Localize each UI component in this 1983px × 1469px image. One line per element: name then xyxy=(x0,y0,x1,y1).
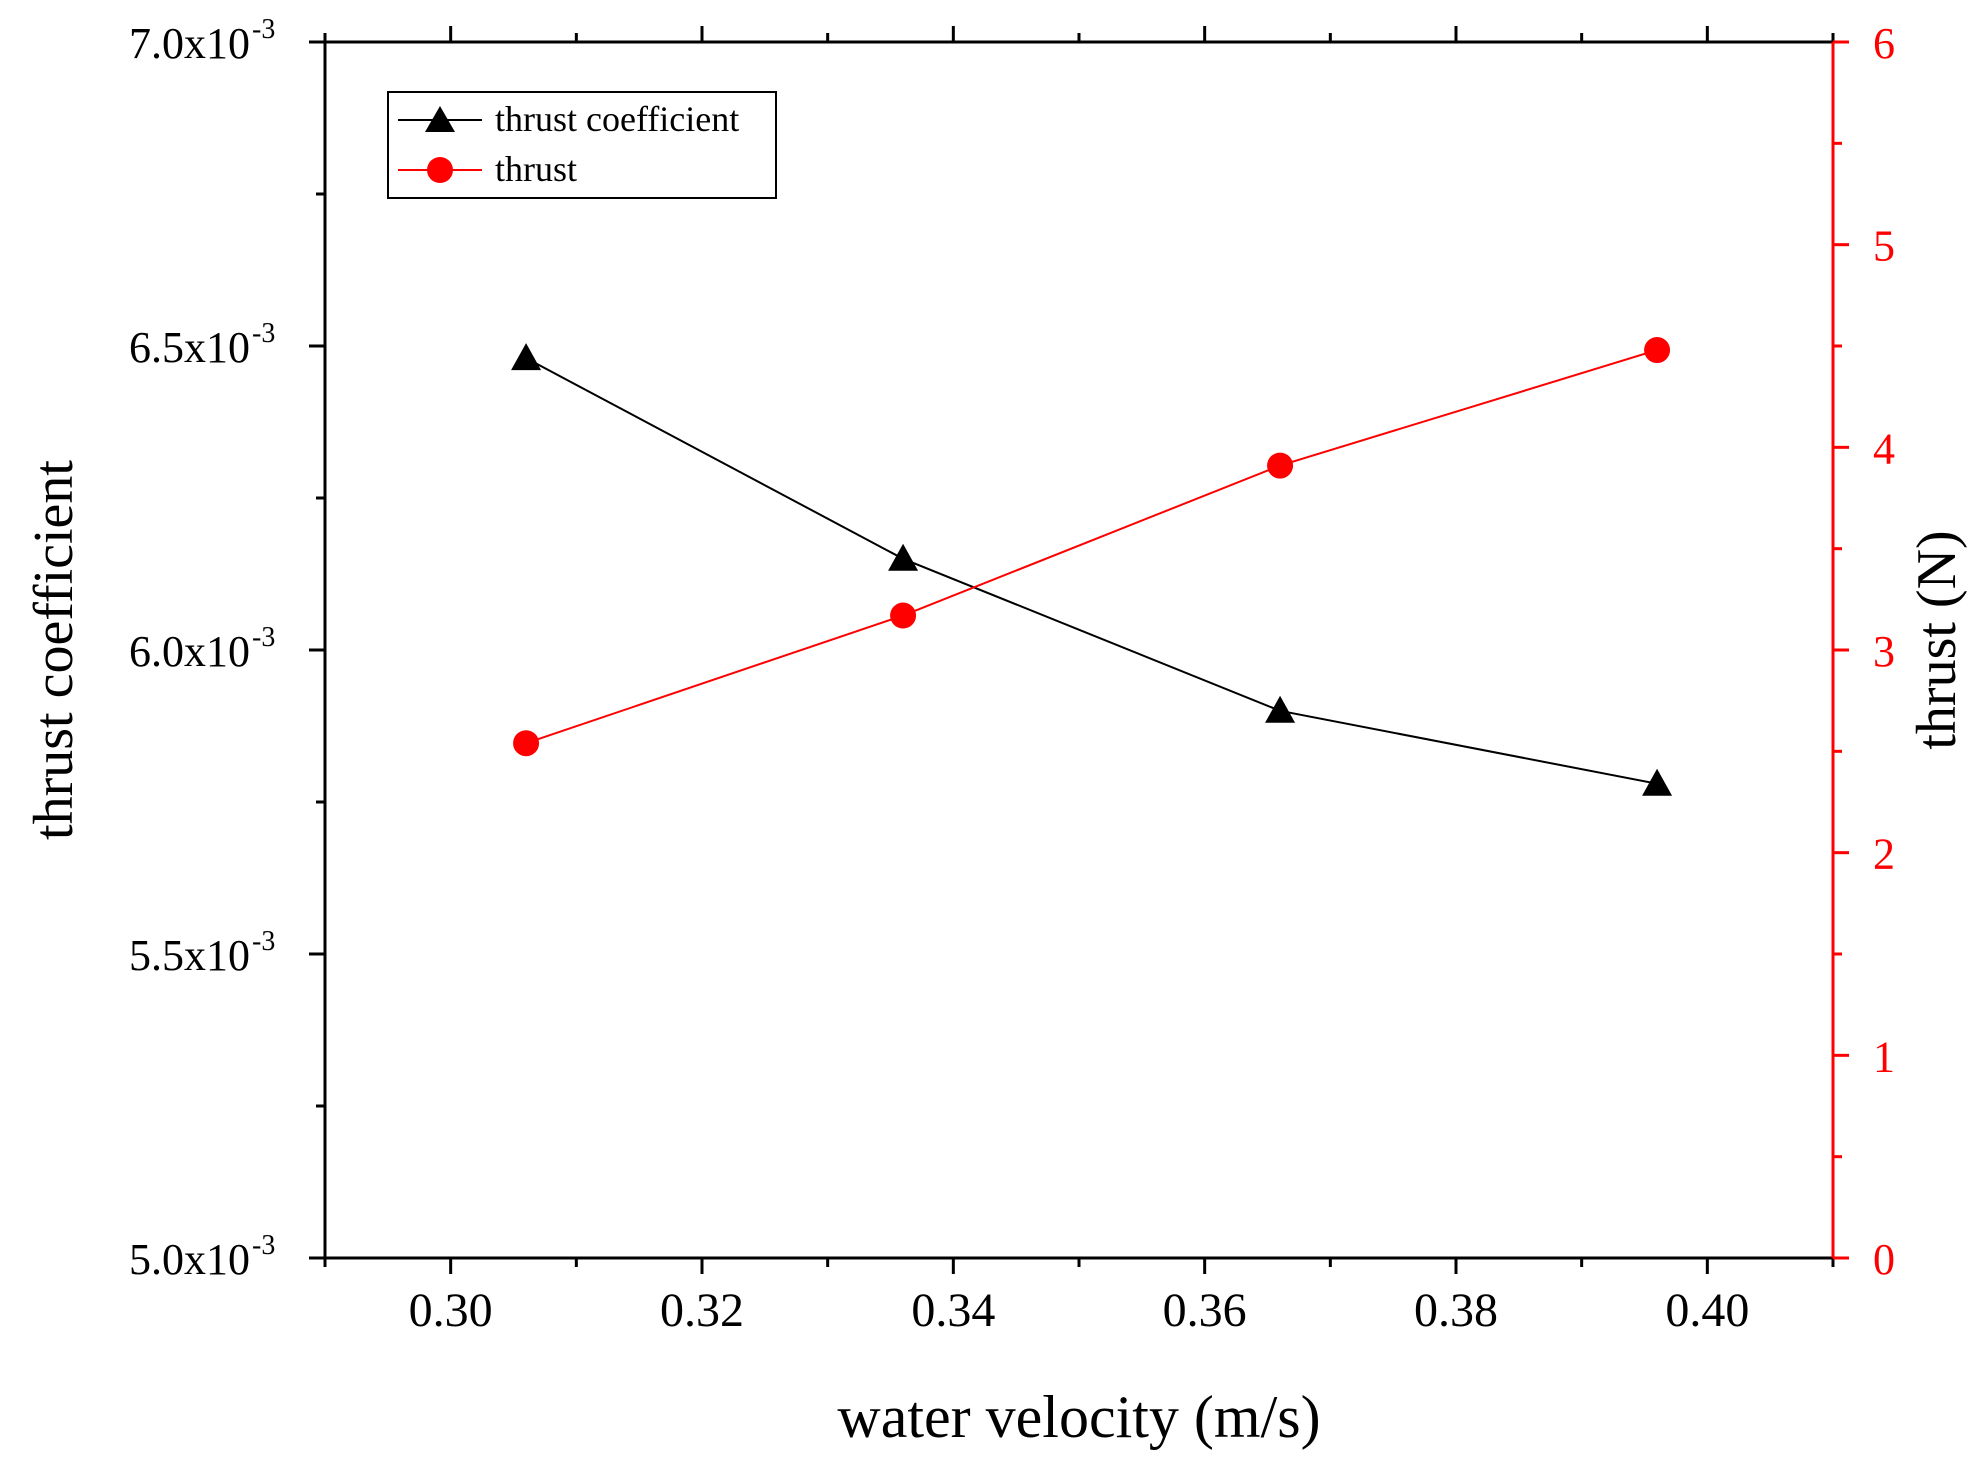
y-left-tick-label: 5.5x10 xyxy=(129,931,250,980)
y-right-axis-title: thrust (N) xyxy=(1906,530,1968,749)
y-left-tick-exponent: -3 xyxy=(252,318,275,349)
x-tick-label: 0.36 xyxy=(1163,1284,1247,1337)
data-point-thrust xyxy=(1267,452,1294,479)
data-point-thrust-coefficient xyxy=(888,543,919,571)
y-left-tick-exponent: -3 xyxy=(252,1230,275,1261)
y-right-tick-label: 4 xyxy=(1873,424,1895,473)
y-left-tick-label: 6.0x10 xyxy=(129,627,250,676)
y-right-tick-label: 0 xyxy=(1873,1235,1895,1284)
legend-circle-marker xyxy=(427,157,453,183)
y-left-tick-label: 6.5x10 xyxy=(129,323,250,372)
legend-entry-thrust-coefficient: thrust coefficient xyxy=(398,99,739,139)
data-point-thrust xyxy=(513,730,540,757)
y-right-tick-label: 1 xyxy=(1873,1032,1895,1081)
data-point-thrust-coefficient xyxy=(1642,768,1673,796)
legend: thrust coefficient thrust xyxy=(387,91,777,199)
y-left-tick-label: 7.0x10 xyxy=(129,19,250,68)
x-tick-label: 0.32 xyxy=(660,1284,744,1337)
series-line-thrust xyxy=(525,349,1658,745)
legend-entry-thrust: thrust xyxy=(398,149,577,189)
data-point-thrust-coefficient xyxy=(1265,695,1296,723)
series-line-thrust-coefficient xyxy=(525,357,1658,785)
y-right-tick-label: 6 xyxy=(1873,19,1895,68)
ticks-layer: 0.30 0.32 0.34 0.36 0.38 0.405.0x10 -35.5x10 -3… xyxy=(129,14,1895,1337)
data-point-thrust xyxy=(1644,337,1671,364)
legend-label-thrust-coefficient: thrust coefficient xyxy=(495,99,739,139)
legend-triangle-marker xyxy=(425,106,455,132)
y-right-tick-label: 5 xyxy=(1873,222,1895,271)
y-left-tick-label: 5.0x10 xyxy=(129,1235,250,1284)
x-tick-label: 0.38 xyxy=(1414,1284,1498,1337)
series-layer xyxy=(511,337,1673,796)
y-left-tick-exponent: -3 xyxy=(252,622,275,653)
x-tick-label: 0.34 xyxy=(911,1284,995,1337)
y-right-tick-label: 2 xyxy=(1873,830,1895,879)
data-point-thrust xyxy=(890,602,917,629)
y-left-axis-title: thrust coefficient xyxy=(23,460,85,840)
y-left-tick-exponent: -3 xyxy=(252,926,275,957)
x-tick-label: 0.40 xyxy=(1665,1284,1749,1337)
data-point-thrust-coefficient xyxy=(511,343,542,371)
legend-label-thrust: thrust xyxy=(495,149,577,189)
legend-box xyxy=(387,91,777,199)
x-tick-label: 0.30 xyxy=(409,1284,493,1337)
x-axis-title: water velocity (m/s) xyxy=(837,1384,1320,1450)
y-left-tick-exponent: -3 xyxy=(252,14,275,45)
y-right-tick-label: 3 xyxy=(1873,627,1895,676)
